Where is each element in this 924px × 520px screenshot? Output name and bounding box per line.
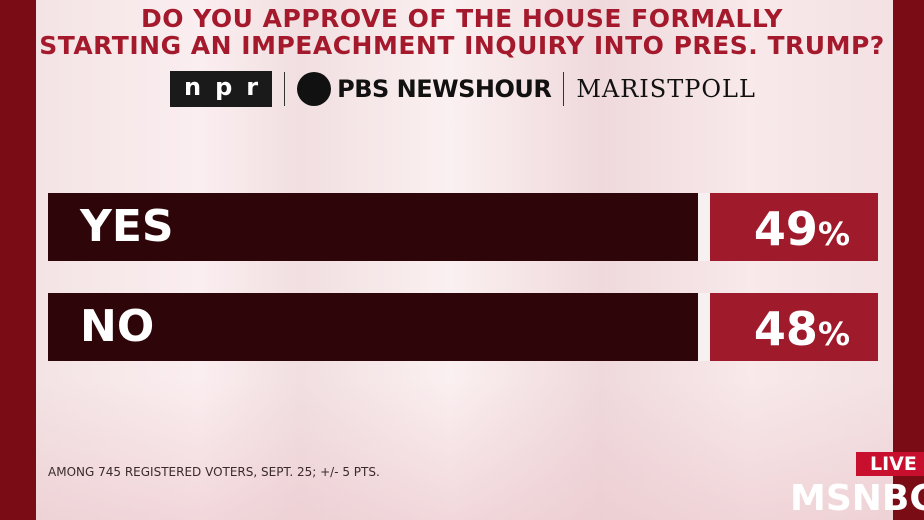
- divider: [698, 293, 710, 361]
- value-panel: [710, 293, 878, 361]
- live-badge: LIVE: [856, 452, 924, 476]
- result-row: YES 49%: [48, 193, 878, 261]
- separator: [284, 72, 286, 106]
- value-number: 48: [753, 302, 818, 356]
- npr-logo: npr: [170, 71, 273, 107]
- result-row: NO 48%: [48, 293, 878, 361]
- value-unit: %: [817, 315, 850, 353]
- answer-label: NO: [80, 301, 155, 352]
- network-logo: MSNBC: [790, 478, 924, 519]
- title-line: DO YOU APPROVE OF THE HOUSE FORMALLY: [140, 4, 784, 33]
- label-panel: [48, 193, 698, 261]
- value-number: 49: [753, 202, 818, 256]
- pbs-icon: [297, 72, 332, 106]
- marist-logo: MARISTPOLL: [576, 75, 756, 103]
- title-line: STARTING AN IMPEACHMENT INQUIRY INTO PRE…: [39, 31, 885, 60]
- separator: [563, 72, 565, 106]
- answer-value: 49%: [754, 193, 850, 270]
- footnote: AMONG 745 REGISTERED VOTERS, SEPT. 25; +…: [48, 465, 380, 479]
- divider: [698, 193, 710, 261]
- answer-label: YES: [80, 201, 174, 252]
- label-panel: [48, 293, 698, 361]
- value-panel: [710, 193, 878, 261]
- logos: npr PBS NEWSHOUR MARISTPOLL: [170, 70, 756, 108]
- background-fade: [36, 380, 893, 520]
- answer-value: 48%: [754, 293, 850, 370]
- pbs-logo: PBS NEWSHOUR: [337, 75, 552, 103]
- value-unit: %: [817, 215, 850, 253]
